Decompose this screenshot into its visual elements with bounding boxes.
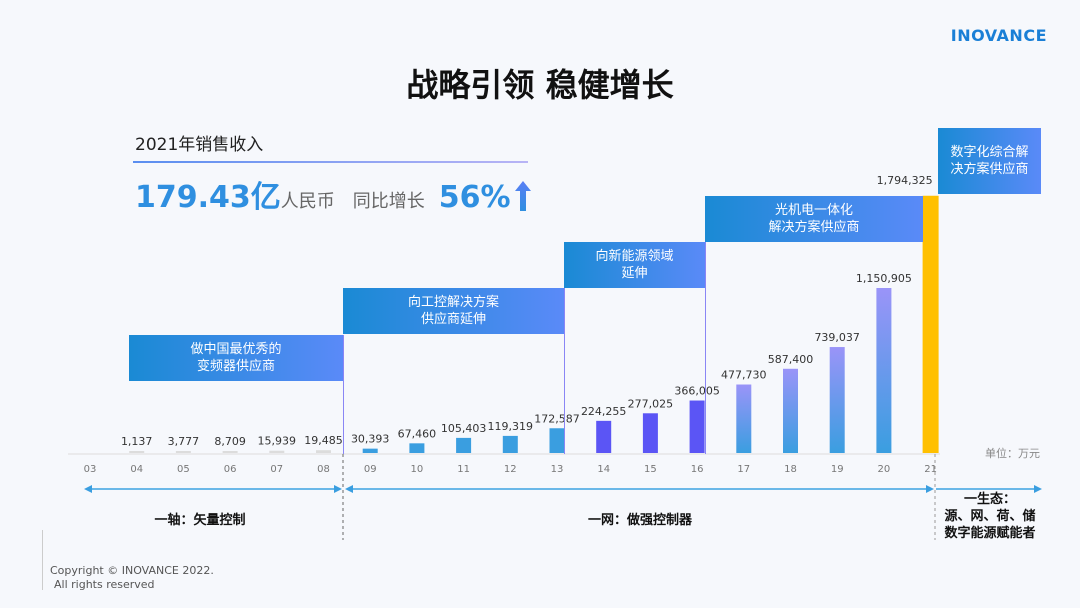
x-tick-label: 08 <box>317 464 330 475</box>
phase-label-3: 一生态： 源、网、荷、储 数字能源赋能者 <box>944 492 1036 541</box>
bar-10 <box>409 443 425 453</box>
bar-09 <box>362 448 378 453</box>
banner-text: 做中国最优秀的 变频器供应商 <box>190 342 282 374</box>
x-tick-label: 21 <box>924 464 937 475</box>
x-tick-label: 17 <box>737 464 750 475</box>
phase-label-2: 一网：做强控制器 <box>587 513 692 528</box>
stage-banner-1: 做中国最优秀的 变频器供应商 <box>129 335 343 381</box>
data-label: 366,005 <box>674 385 720 398</box>
bar-13 <box>549 428 565 453</box>
banner-text: 向工控解决方案 供应商延伸 <box>407 295 499 327</box>
bar-07 <box>269 450 285 453</box>
yoy-value: 56% <box>438 180 511 215</box>
data-label: 19,485 <box>304 434 343 447</box>
stage-banner-2: 向工控解决方案 供应商延伸 <box>343 288 564 334</box>
x-tick-label: 16 <box>691 464 704 475</box>
divider <box>133 161 528 163</box>
x-tick-label: 14 <box>597 464 610 475</box>
stage-banner-3: 向新能源领域 延伸 <box>564 242 705 288</box>
bar-16 <box>689 400 705 453</box>
x-tick-label: 19 <box>831 464 844 475</box>
timeline-arrows <box>84 485 1042 493</box>
bar-11 <box>456 437 472 453</box>
revenue-summary: 179.43亿 人民币 同比增长 56% <box>135 172 531 216</box>
bar-04 <box>129 451 145 453</box>
footer-divider <box>42 530 43 590</box>
stage-banner-5: 数字化综合解 决方案供应商 <box>938 128 1041 194</box>
unit-label: 单位：万元 <box>985 447 1040 460</box>
x-tick-label: 06 <box>224 464 237 475</box>
banner-text: 数字化综合解 决方案供应商 <box>950 145 1029 177</box>
stage-line <box>564 288 565 454</box>
x-tick-label: 05 <box>177 464 190 475</box>
data-label: 477,730 <box>721 369 767 382</box>
stage-banner-4: 光机电一体化 解决方案供应商 <box>705 196 923 242</box>
x-tick-label: 07 <box>270 464 283 475</box>
yoy-label: 同比增长 <box>352 191 425 212</box>
data-label: 8,709 <box>214 435 246 448</box>
data-label: 15,939 <box>258 435 297 448</box>
data-label: 1,137 <box>121 435 153 448</box>
arrow-up-icon <box>514 181 531 211</box>
x-tick-label: 03 <box>84 464 97 475</box>
data-label: 739,037 <box>814 331 860 344</box>
x-tick-label: 10 <box>411 464 424 475</box>
bar-15 <box>642 413 658 453</box>
rights-reserved: All rights reserved <box>54 578 155 591</box>
bar-14 <box>596 420 612 453</box>
revenue-value: 179.43亿 <box>135 180 281 215</box>
data-label: 1,150,905 <box>856 272 912 285</box>
copyright: Copyright © INOVANCE 2022. <box>50 564 214 577</box>
x-tick-label: 04 <box>130 464 143 475</box>
bar-06 <box>222 451 238 453</box>
data-label: 3,777 <box>168 435 200 448</box>
x-tick-label: 09 <box>364 464 377 475</box>
phase-label-1: 一轴：矢量控制 <box>154 513 246 528</box>
data-label: 587,400 <box>768 353 814 366</box>
bar-20 <box>876 288 892 453</box>
bar-17 <box>736 384 752 453</box>
data-label: 224,255 <box>581 405 627 418</box>
bar-12 <box>502 435 518 453</box>
banner-text: 光机电一体化 解决方案供应商 <box>768 203 860 235</box>
data-label: 1,794,325 <box>877 174 933 187</box>
data-label: 30,393 <box>351 433 390 446</box>
x-tick-label: 20 <box>878 464 891 475</box>
page-title: 战略引领 稳健增长 <box>406 66 674 104</box>
x-tick-label: 15 <box>644 464 657 475</box>
data-label: 105,403 <box>441 422 487 435</box>
data-label: 67,460 <box>398 427 437 440</box>
x-tick-label: 11 <box>457 464 470 475</box>
data-label: 119,319 <box>488 420 534 433</box>
data-label: 277,025 <box>628 397 674 410</box>
bar-05 <box>175 451 191 453</box>
revenue-unit: 人民币 <box>280 191 335 212</box>
inovance-logo: INOVANCE <box>950 26 1047 45</box>
bar-19 <box>829 347 845 453</box>
x-tick-label: 13 <box>551 464 564 475</box>
x-tick-label: 12 <box>504 464 517 475</box>
bar-08 <box>316 450 331 453</box>
banner-text: 向新能源领域 延伸 <box>595 249 674 281</box>
x-tick-label: 18 <box>784 464 797 475</box>
bar-18 <box>783 368 798 453</box>
stage-line <box>705 242 706 454</box>
data-label: 172,587 <box>534 412 580 425</box>
bar-21 <box>922 195 939 454</box>
revenue-label: 2021年销售收入 <box>135 135 264 155</box>
stage-line <box>343 335 344 454</box>
